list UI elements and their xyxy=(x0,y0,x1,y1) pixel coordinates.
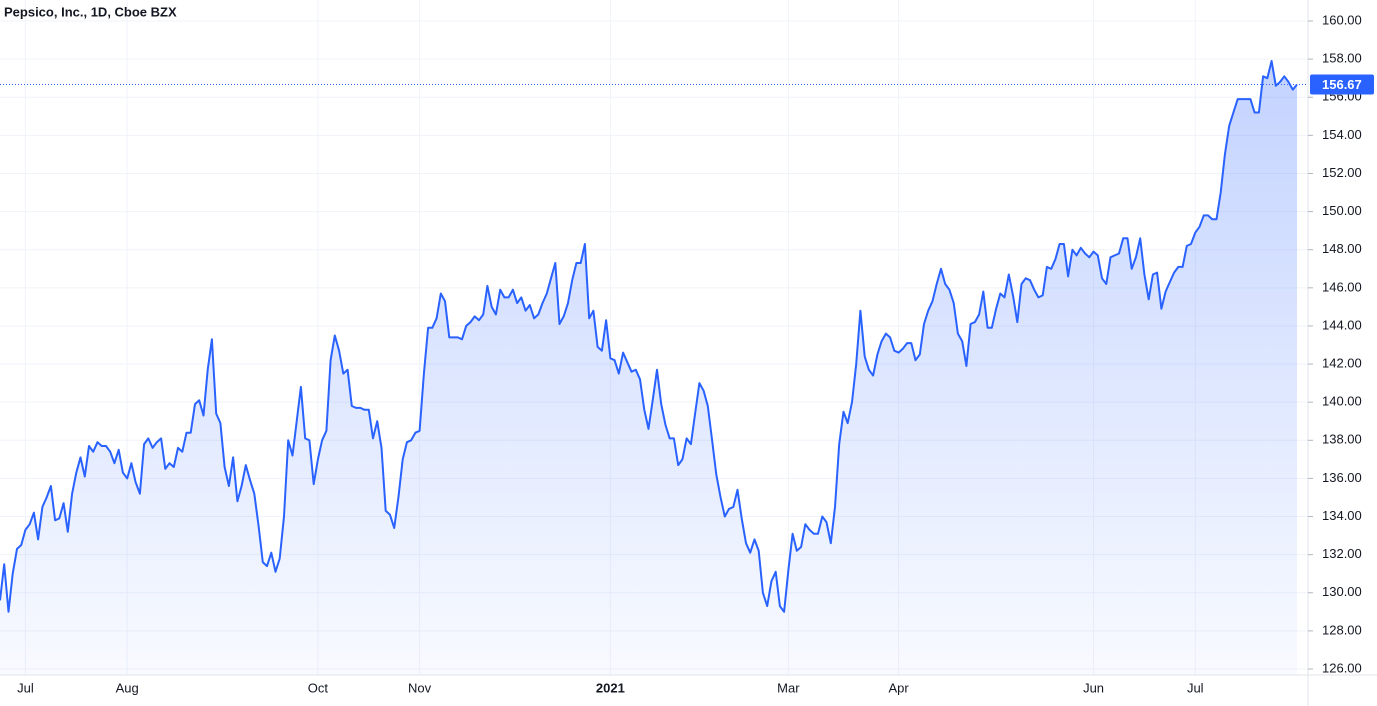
x-tick-label: Jul xyxy=(1187,680,1204,695)
x-tick-label: Jun xyxy=(1083,680,1104,695)
area-fill xyxy=(0,61,1297,675)
y-tick-label: 132.00 xyxy=(1322,546,1362,561)
chart-title: Pepsico, Inc., 1D, Cboe BZX xyxy=(4,4,177,19)
price-line xyxy=(0,60,1298,613)
y-tick-label: 160.00 xyxy=(1322,12,1362,27)
last-price-label: 156.67 xyxy=(1322,77,1362,92)
y-tick-label: 148.00 xyxy=(1322,241,1362,256)
y-tick-label: 144.00 xyxy=(1322,317,1362,332)
last-price-box xyxy=(1310,74,1374,95)
y-tick-label: 130.00 xyxy=(1322,584,1362,599)
y-tick-label: 136.00 xyxy=(1322,470,1362,485)
x-tick-label: Mar xyxy=(777,680,800,695)
y-tick-label: 152.00 xyxy=(1322,165,1362,180)
y-tick-label: 154.00 xyxy=(1322,127,1362,142)
y-tick-label: 158.00 xyxy=(1322,51,1362,66)
x-tick-label: Aug xyxy=(116,680,139,695)
y-tick-label: 150.00 xyxy=(1322,203,1362,218)
x-tick-label: Nov xyxy=(408,680,432,695)
y-tick-label: 138.00 xyxy=(1322,432,1362,447)
y-tick-label: 134.00 xyxy=(1322,508,1362,523)
x-tick-label: Apr xyxy=(888,680,909,695)
y-tick-label: 140.00 xyxy=(1322,394,1362,409)
x-tick-label: 2021 xyxy=(596,680,625,695)
y-tick-label: 146.00 xyxy=(1322,279,1362,294)
y-tick-label: 142.00 xyxy=(1322,355,1362,370)
y-tick-label: 128.00 xyxy=(1322,622,1362,637)
x-tick-label: Jul xyxy=(17,680,34,695)
y-tick-label: 126.00 xyxy=(1322,660,1362,675)
x-tick-label: Oct xyxy=(308,680,329,695)
